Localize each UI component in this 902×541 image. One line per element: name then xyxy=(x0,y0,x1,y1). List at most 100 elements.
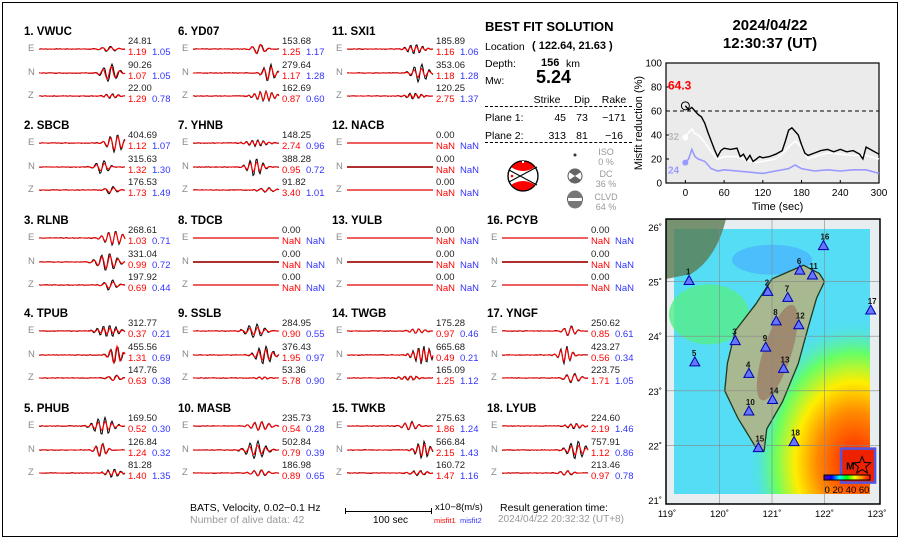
peak-amplitude: 423.27 xyxy=(591,341,621,353)
misfit1-value: 2.15 xyxy=(436,447,455,459)
synthetic-waveform xyxy=(193,444,280,455)
station-marker[interactable]: 1 xyxy=(683,268,695,286)
misfit1-value: 0.87 xyxy=(282,94,301,105)
station-title: 4. TPUB xyxy=(24,308,69,320)
station-marker[interactable]: 8 xyxy=(770,308,783,326)
misfit1-value: 1.25 xyxy=(436,376,455,387)
latitude-label: 23˚ xyxy=(648,387,662,398)
strike-value: 313 xyxy=(548,130,566,142)
peak-amplitude: 147.76 xyxy=(128,365,158,376)
station-marker[interactable]: 7 xyxy=(781,284,794,302)
peak-amplitude: 0.00 xyxy=(436,225,455,236)
station-marker[interactable]: 16 xyxy=(817,233,830,251)
misfit2-value: 0.30 xyxy=(152,424,171,435)
station-marker[interactable]: 5 xyxy=(688,349,701,367)
waveform-trace xyxy=(193,89,280,103)
peak-amplitude: 185.89 xyxy=(436,36,466,47)
misfit2-value: 1.16 xyxy=(460,471,479,482)
misfit2-value: 0.61 xyxy=(615,329,634,340)
synthetic-waveform xyxy=(502,443,589,456)
misfit2-value: 0.32 xyxy=(152,447,171,459)
misfit2-value: NaN xyxy=(615,259,635,271)
x-tick-label: 240 xyxy=(832,188,849,199)
dip-header: Dip xyxy=(574,94,590,106)
component-pct: 36 % xyxy=(595,179,617,189)
misfit1-value: 0.97 xyxy=(436,329,455,340)
station-marker[interactable]: 9 xyxy=(759,334,772,352)
mainland-coast xyxy=(666,219,726,279)
misfit1-value: 0.69 xyxy=(128,283,147,294)
waveform-trace xyxy=(193,469,280,477)
component-label: E xyxy=(336,137,343,148)
station-marker[interactable]: 3 xyxy=(729,328,742,346)
peak-amplitude: 175.28 xyxy=(436,318,466,329)
waveform-trace xyxy=(39,159,126,174)
waveform-trace xyxy=(193,344,280,365)
peak-amplitude: 353.06 xyxy=(436,59,466,71)
peak-amplitude: 388.28 xyxy=(282,153,312,165)
misfit1-value: NaN xyxy=(282,259,302,271)
rake-value: −16 xyxy=(605,130,623,142)
station-marker[interactable]: 12 xyxy=(792,312,805,330)
station-marker[interactable]: 6 xyxy=(793,257,806,275)
mw-value: 5.24 xyxy=(536,67,572,87)
peak-amplitude: 165.09 xyxy=(436,365,466,376)
misfit1-value: 1.19 xyxy=(128,47,147,58)
station-title: 12. NACB xyxy=(332,120,385,132)
peak-amplitude: 279.64 xyxy=(282,59,312,71)
station-marker[interactable]: 4 xyxy=(743,360,755,378)
misfit1-value: 0.97 xyxy=(591,471,610,482)
peak-amplitude: 186.98 xyxy=(282,460,312,471)
misfit2-value: 0.28 xyxy=(306,424,325,435)
y-axis-label: Misfit reduction (%) xyxy=(633,76,645,170)
peak-amplitude: 0.00 xyxy=(436,248,455,260)
synthetic-waveform xyxy=(502,470,588,476)
waveform-trace xyxy=(39,343,126,365)
beachball-icon xyxy=(507,160,539,192)
component-label: E xyxy=(28,137,35,148)
synthetic-waveform xyxy=(347,375,433,381)
station-marker[interactable]: 11 xyxy=(806,262,818,280)
station-marker[interactable]: 2 xyxy=(761,278,774,296)
misfit1-value: 0.54 xyxy=(282,424,301,435)
peak-amplitude: 0.00 xyxy=(436,177,455,188)
misfit1-value: 1.16 xyxy=(436,47,455,58)
station-marker[interactable]: 14 xyxy=(766,387,779,405)
location-label: Location xyxy=(485,41,525,53)
station-marker[interactable]: 13 xyxy=(777,355,790,373)
station-marker[interactable]: 18 xyxy=(788,429,800,447)
peak-amplitude: 153.68 xyxy=(282,36,312,47)
longitude-label: 123˚ xyxy=(867,509,886,520)
longitude-label: 121˚ xyxy=(762,509,781,520)
triangle-icon xyxy=(729,334,742,346)
table-divider xyxy=(485,142,632,143)
misfit1-value: 1.24 xyxy=(128,447,147,459)
peak-amplitude: 268.61 xyxy=(128,225,158,236)
synthetic-waveform xyxy=(39,281,125,290)
misfit2-value: 1.37 xyxy=(460,94,479,105)
peak-amplitude: 197.92 xyxy=(128,272,158,283)
misfit2-value: 0.96 xyxy=(306,141,325,152)
synthetic-waveform xyxy=(39,65,126,80)
misfit1-value: NaN xyxy=(436,164,456,176)
component-label: E xyxy=(182,43,189,54)
station-marker[interactable]: 10 xyxy=(743,398,755,416)
station-title: 3. RLNB xyxy=(24,215,69,227)
waveform-trace xyxy=(347,142,433,144)
synthetic-waveform xyxy=(39,253,126,270)
waveform-trace xyxy=(502,372,589,384)
misfit2-value: 0.90 xyxy=(306,376,325,387)
x-tick-label: 300 xyxy=(871,188,888,199)
waveform-trace xyxy=(347,284,433,286)
waveform-trace xyxy=(39,134,126,154)
station-marker[interactable]: 15 xyxy=(752,435,765,453)
latitude-label: 21˚ xyxy=(648,496,662,507)
component-label: Z xyxy=(28,372,34,383)
component-label: Z xyxy=(182,184,188,195)
station-title: 5. PHUB xyxy=(24,403,70,415)
time-scale-label: 100 sec xyxy=(373,515,409,526)
synthetic-waveform xyxy=(347,470,434,476)
station-marker[interactable]: 17 xyxy=(864,297,877,315)
solution-title: BEST FIT SOLUTION xyxy=(485,19,614,34)
misfit2-value: 0.46 xyxy=(460,329,479,340)
